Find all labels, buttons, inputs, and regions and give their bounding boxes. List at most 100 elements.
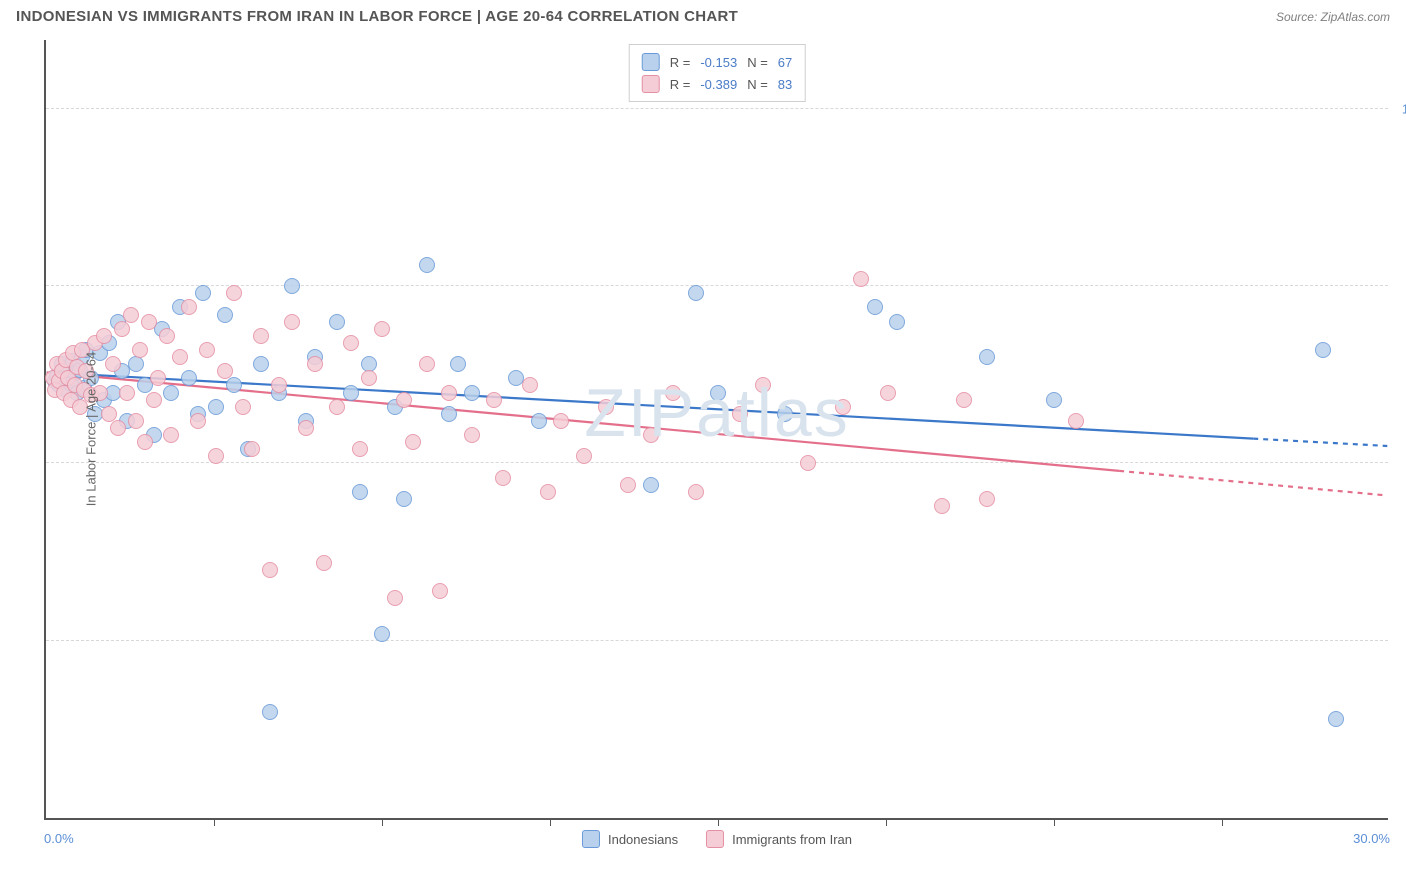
scatter-point-indonesians: [284, 278, 300, 294]
scatter-point-iran: [688, 484, 704, 500]
scatter-point-indonesians: [1315, 342, 1331, 358]
scatter-point-indonesians: [531, 413, 547, 429]
scatter-point-iran: [105, 356, 121, 372]
legend-correlation-box: R = -0.153 N = 67 R = -0.389 N = 83: [629, 44, 806, 102]
scatter-point-indonesians: [163, 385, 179, 401]
r-label: R =: [670, 55, 691, 70]
trend-line-dashed-iran: [1119, 471, 1387, 496]
scatter-point-iran: [405, 434, 421, 450]
y-axis-label: In Labor Force | Age 20-64: [84, 352, 99, 506]
scatter-point-iran: [262, 562, 278, 578]
scatter-point-iran: [128, 413, 144, 429]
scatter-point-indonesians: [419, 257, 435, 273]
scatter-point-indonesians: [979, 349, 995, 365]
y-tick-label: 75.0%: [1394, 456, 1406, 471]
scatter-point-iran: [208, 448, 224, 464]
y-tick-label: 100.0%: [1394, 101, 1406, 116]
x-tick: [214, 818, 215, 826]
scatter-point-iran: [146, 392, 162, 408]
n-label: N =: [747, 55, 768, 70]
swatch-iran-bottom: [706, 830, 724, 848]
x-axis-min-label: 0.0%: [44, 831, 74, 846]
scatter-point-iran: [540, 484, 556, 500]
scatter-point-indonesians: [1328, 711, 1344, 727]
scatter-point-iran: [522, 377, 538, 393]
scatter-point-iran: [361, 370, 377, 386]
scatter-point-iran: [253, 328, 269, 344]
scatter-point-indonesians: [889, 314, 905, 330]
y-tick-label: 62.5%: [1394, 633, 1406, 648]
scatter-point-iran: [181, 299, 197, 315]
scatter-point-iran: [464, 427, 480, 443]
chart-source: Source: ZipAtlas.com: [1276, 10, 1390, 24]
scatter-point-indonesians: [329, 314, 345, 330]
scatter-point-iran: [284, 314, 300, 330]
scatter-point-indonesians: [688, 285, 704, 301]
scatter-point-iran: [141, 314, 157, 330]
chart-header: INDONESIAN VS IMMIGRANTS FROM IRAN IN LA…: [0, 0, 1406, 31]
r-value-iran: -0.389: [700, 77, 737, 92]
x-axis-max-label: 30.0%: [1353, 831, 1390, 846]
legend-row-iran: R = -0.389 N = 83: [642, 73, 793, 95]
scatter-point-iran: [387, 590, 403, 606]
scatter-point-iran: [244, 441, 260, 457]
scatter-point-iran: [132, 342, 148, 358]
scatter-point-iran: [163, 427, 179, 443]
scatter-point-iran: [96, 328, 112, 344]
scatter-point-iran: [441, 385, 457, 401]
scatter-point-indonesians: [1046, 392, 1062, 408]
legend-label-indonesians: Indonesians: [608, 832, 678, 847]
scatter-point-iran: [956, 392, 972, 408]
swatch-indonesians: [642, 53, 660, 71]
scatter-point-iran: [172, 349, 188, 365]
x-tick: [550, 818, 551, 826]
scatter-point-iran: [114, 321, 130, 337]
scatter-point-iran: [880, 385, 896, 401]
scatter-point-iran: [199, 342, 215, 358]
scatter-point-indonesians: [396, 491, 412, 507]
scatter-point-iran: [119, 385, 135, 401]
scatter-point-indonesians: [181, 370, 197, 386]
watermark-text: ZIPatlas: [584, 374, 849, 452]
scatter-point-iran: [123, 307, 139, 323]
legend-item-indonesians: Indonesians: [582, 830, 678, 848]
y-tick-label: 87.5%: [1394, 279, 1406, 294]
scatter-point-indonesians: [253, 356, 269, 372]
scatter-point-indonesians: [217, 307, 233, 323]
scatter-point-indonesians: [226, 377, 242, 393]
scatter-point-iran: [150, 370, 166, 386]
scatter-point-iran: [1068, 413, 1084, 429]
r-label: R =: [670, 77, 691, 92]
scatter-point-indonesians: [262, 704, 278, 720]
scatter-point-indonesians: [195, 285, 211, 301]
legend-label-iran: Immigrants from Iran: [732, 832, 852, 847]
scatter-point-indonesians: [343, 385, 359, 401]
scatter-point-indonesians: [450, 356, 466, 372]
scatter-point-iran: [226, 285, 242, 301]
scatter-point-iran: [190, 413, 206, 429]
scatter-point-iran: [934, 498, 950, 514]
scatter-point-iran: [137, 434, 153, 450]
scatter-point-iran: [271, 377, 287, 393]
x-tick: [1054, 818, 1055, 826]
scatter-point-iran: [853, 271, 869, 287]
scatter-point-iran: [486, 392, 502, 408]
scatter-point-indonesians: [867, 299, 883, 315]
scatter-point-iran: [432, 583, 448, 599]
n-value-indonesians: 67: [778, 55, 792, 70]
scatter-point-indonesians: [352, 484, 368, 500]
legend-item-iran: Immigrants from Iran: [706, 830, 852, 848]
scatter-point-iran: [495, 470, 511, 486]
chart-title: INDONESIAN VS IMMIGRANTS FROM IRAN IN LA…: [16, 8, 738, 25]
n-value-iran: 83: [778, 77, 792, 92]
x-tick: [718, 818, 719, 826]
n-label: N =: [747, 77, 768, 92]
scatter-point-iran: [217, 363, 233, 379]
chart-plot-area: ZIPatlas 62.5%75.0%87.5%100.0% In Labor …: [44, 40, 1388, 820]
scatter-point-iran: [110, 420, 126, 436]
scatter-point-indonesians: [128, 356, 144, 372]
x-tick: [1222, 818, 1223, 826]
scatter-point-iran: [343, 335, 359, 351]
scatter-point-iran: [235, 399, 251, 415]
scatter-point-iran: [298, 420, 314, 436]
